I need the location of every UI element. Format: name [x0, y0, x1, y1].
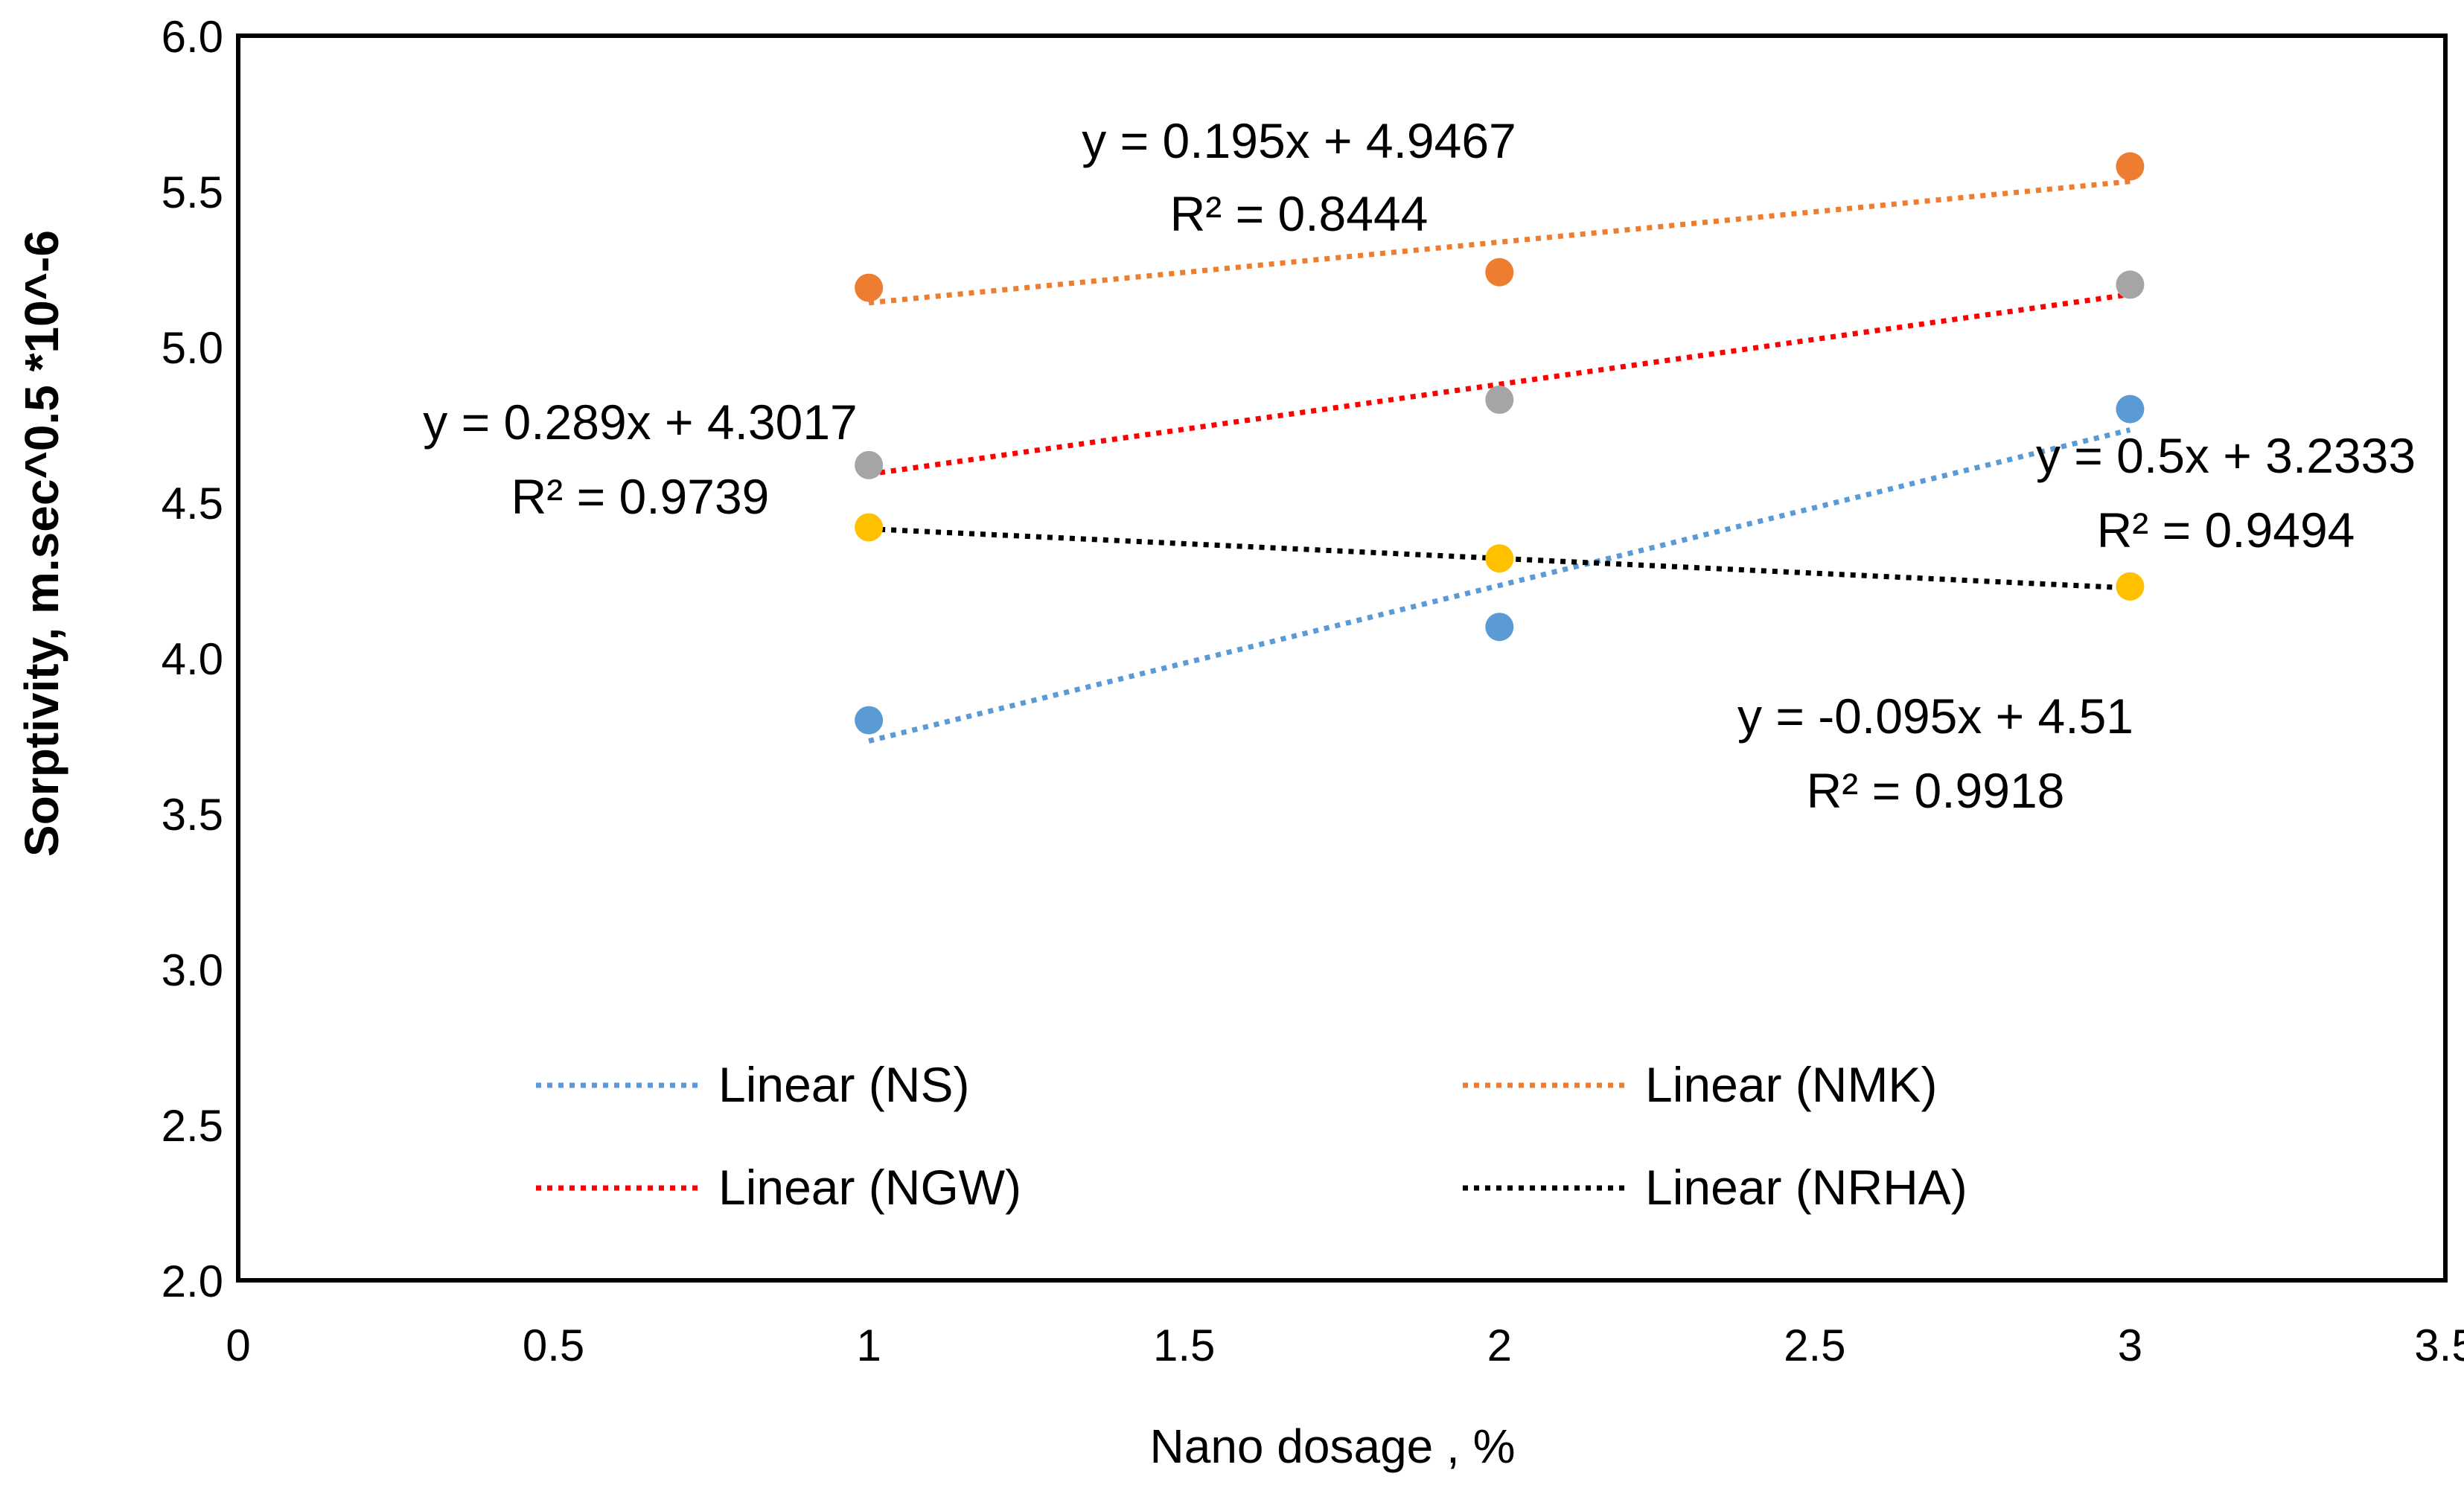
y-tick-label: 2.0 [162, 1256, 223, 1306]
point-ns [1485, 613, 1514, 642]
point-nmk [855, 273, 884, 302]
r2-label-nmk: R² = 0.8444 [1170, 186, 1429, 241]
plot-area [236, 33, 2448, 1283]
x-tick-label: 2.5 [1784, 1320, 1845, 1370]
y-tick-label: 4.0 [162, 634, 223, 684]
x-tick-label: 0 [226, 1320, 250, 1370]
point-ns [2116, 395, 2145, 424]
trendline-nrha [868, 526, 2131, 591]
y-tick-label: 2.5 [162, 1101, 223, 1151]
r2-label-ns: R² = 0.9494 [2097, 502, 2355, 558]
x-tick-label: 0.5 [523, 1320, 584, 1370]
x-tick-label: 2 [1487, 1320, 1512, 1370]
point-ngw [2116, 270, 2145, 299]
point-nmk [1485, 258, 1514, 287]
y-tick-label: 5.0 [162, 323, 223, 373]
x-tick-label: 3 [2118, 1320, 2142, 1370]
x-tick-label: 3.5 [2414, 1320, 2464, 1370]
y-tick-label: 5.5 [162, 167, 223, 217]
y-tick-label: 3.5 [162, 790, 223, 840]
r2-label-nrha: R² = 0.9918 [1807, 763, 2065, 818]
trendline-ngw [868, 292, 2131, 477]
equation-label-nrha: y = -0.095x + 4.51 [1737, 689, 2133, 744]
legend-label-ns: Linear (NS) [718, 1057, 969, 1112]
y-axis-title: Sorptivity, m.sec^0.5 *10^-6 [15, 230, 68, 857]
equation-label-ngw: y = 0.289x + 4.3017 [423, 395, 857, 450]
x-tick-label: 1.5 [1153, 1320, 1215, 1370]
point-nrha [855, 513, 884, 542]
equation-label-ns: y = 0.5x + 3.2333 [2036, 428, 2416, 483]
legend-label-ngw: Linear (NGW) [718, 1160, 1021, 1215]
equation-label-nmk: y = 0.195x + 4.9467 [1082, 113, 1516, 168]
r2-label-ngw: R² = 0.9739 [511, 469, 770, 524]
y-tick-label: 4.5 [162, 479, 223, 528]
point-ngw [855, 450, 884, 479]
point-nrha [1485, 544, 1514, 573]
legend-label-nrha: Linear (NRHA) [1645, 1160, 1967, 1215]
x-axis-title: Nano dosage , % [1150, 1419, 1516, 1473]
trendline-ns [868, 427, 2131, 744]
point-nrha [2116, 572, 2145, 601]
point-ns [855, 706, 884, 735]
point-ngw [1485, 386, 1514, 415]
y-tick-label: 3.0 [162, 945, 223, 995]
point-nmk [2116, 152, 2145, 181]
legend-label-nmk: Linear (NMK) [1645, 1057, 1937, 1112]
y-tick-label: 6.0 [162, 12, 223, 62]
x-tick-label: 1 [856, 1320, 881, 1370]
